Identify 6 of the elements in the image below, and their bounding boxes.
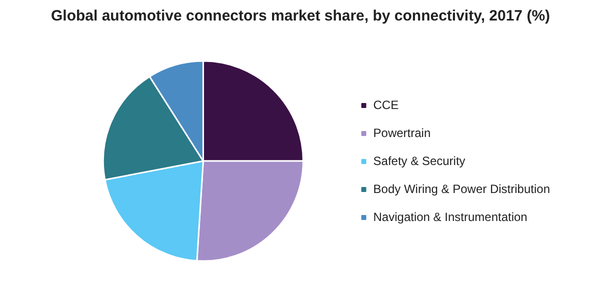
legend-label: Body Wiring & Power Distribution [373,182,550,196]
legend-label: Safety & Security [373,154,466,168]
legend-label: CCE [373,98,399,112]
chart-title: Global automotive connectors market share, by connectivity, 2017 (%) [50,8,550,24]
legend-label: Powertrain [373,126,431,140]
legend-label: Navigation & Instrumentation [373,210,528,224]
